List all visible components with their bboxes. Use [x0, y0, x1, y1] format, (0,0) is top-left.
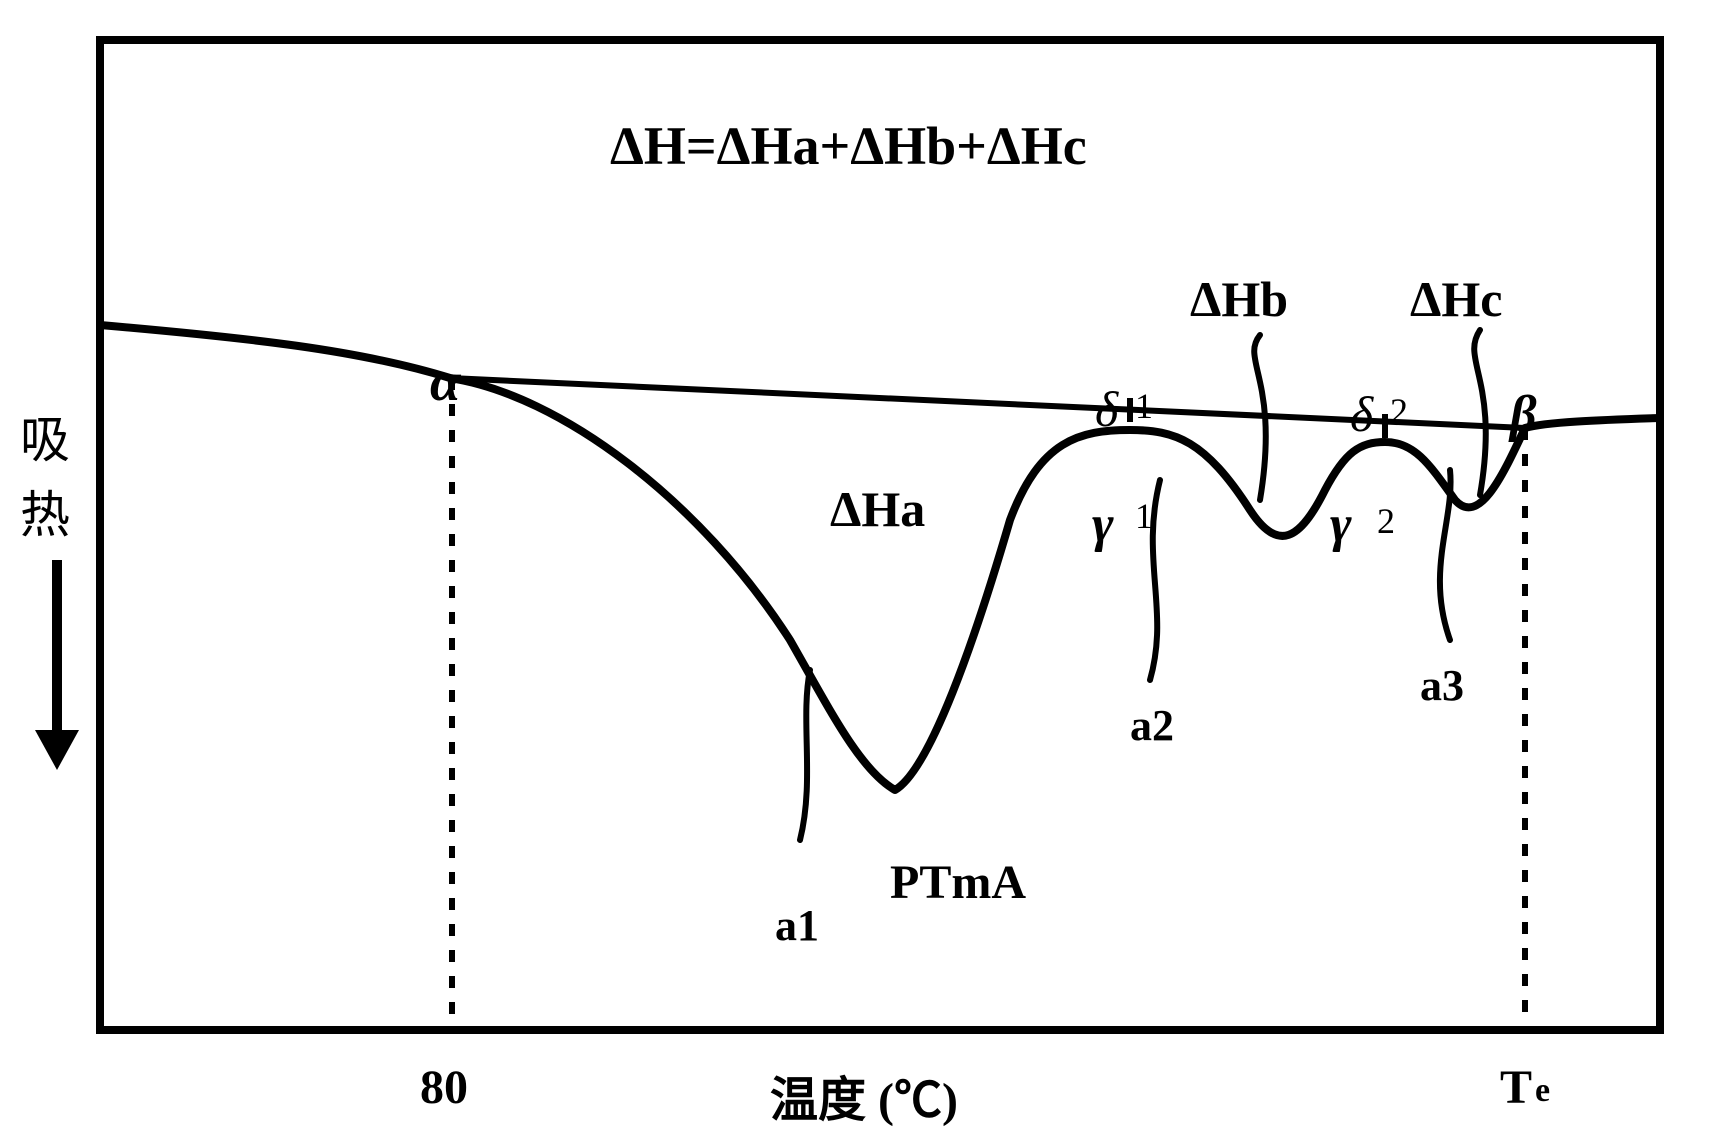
label-dHa: ΔHa	[830, 480, 925, 538]
label-xtickTe_e: e	[1535, 1072, 1550, 1110]
label-ylabel2: 热	[20, 475, 70, 547]
label-gamma2n: 2	[1377, 500, 1395, 542]
label-a2: a2	[1130, 700, 1174, 751]
leader-0	[800, 670, 810, 840]
label-a3: a3	[1420, 660, 1464, 711]
label-dHb: ΔHb	[1190, 270, 1288, 328]
label-title: ΔH=ΔHa+ΔHb+ΔHc	[610, 115, 1087, 177]
leader-4	[1440, 470, 1451, 640]
label-ylabel1: 吸	[20, 400, 70, 472]
label-delta2: δ	[1350, 385, 1373, 443]
arrow-head-icon	[35, 730, 79, 770]
label-xtickTe: T	[1500, 1060, 1532, 1115]
label-gamma1: γ	[1092, 495, 1114, 554]
label-delta1: δ	[1095, 380, 1118, 438]
label-alpha: α	[430, 350, 460, 413]
label-xtick80: 80	[420, 1060, 468, 1115]
leader-3	[1474, 330, 1486, 495]
label-ptma: PTmA	[890, 855, 1026, 910]
label-beta: β	[1510, 385, 1537, 444]
label-gamma1n: 1	[1135, 495, 1153, 537]
label-xlabel: 温度 (℃)	[770, 1060, 958, 1130]
label-dHc: ΔHc	[1410, 270, 1502, 328]
label-delta2n: 2	[1390, 390, 1408, 432]
dsc-curve	[100, 325, 1660, 790]
label-gamma2: γ	[1330, 495, 1352, 554]
dsc-diagram: ΔH=ΔHa+ΔHb+ΔHcΔHbΔHcαδ1δ2βΔHaγ1γ2a2a3PTm…	[0, 0, 1718, 1135]
label-a1: a1	[775, 900, 819, 951]
label-delta1n: 1	[1135, 385, 1153, 427]
